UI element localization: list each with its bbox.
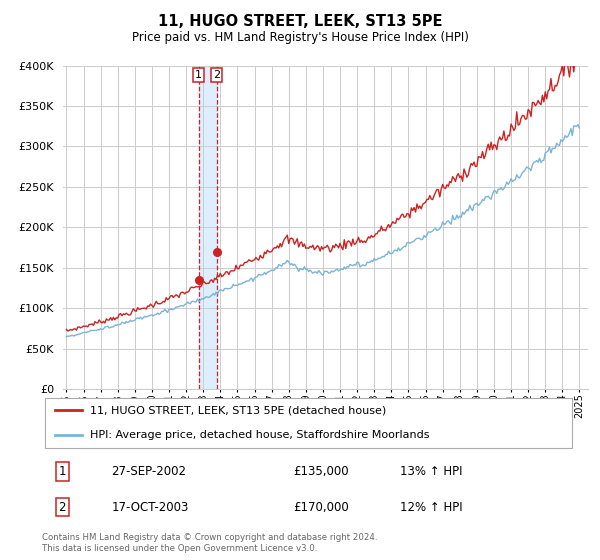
- Text: 2: 2: [59, 501, 66, 514]
- Text: 11, HUGO STREET, LEEK, ST13 5PE: 11, HUGO STREET, LEEK, ST13 5PE: [158, 14, 442, 29]
- Text: 2: 2: [213, 71, 220, 81]
- Text: 27-SEP-2002: 27-SEP-2002: [112, 465, 187, 478]
- Text: £170,000: £170,000: [293, 501, 349, 514]
- Text: 11, HUGO STREET, LEEK, ST13 5PE (detached house): 11, HUGO STREET, LEEK, ST13 5PE (detache…: [90, 405, 386, 415]
- Bar: [199, 66, 217, 389]
- Text: 17-OCT-2003: 17-OCT-2003: [112, 501, 189, 514]
- Text: 13% ↑ HPI: 13% ↑ HPI: [400, 465, 462, 478]
- Text: 1: 1: [59, 465, 66, 478]
- Text: Price paid vs. HM Land Registry's House Price Index (HPI): Price paid vs. HM Land Registry's House …: [131, 31, 469, 44]
- FancyBboxPatch shape: [44, 398, 572, 448]
- Text: £135,000: £135,000: [293, 465, 349, 478]
- Text: 12% ↑ HPI: 12% ↑ HPI: [400, 501, 463, 514]
- Text: 1: 1: [195, 71, 202, 81]
- Text: HPI: Average price, detached house, Staffordshire Moorlands: HPI: Average price, detached house, Staf…: [90, 431, 430, 440]
- Text: Contains HM Land Registry data © Crown copyright and database right 2024.
This d: Contains HM Land Registry data © Crown c…: [42, 533, 377, 553]
